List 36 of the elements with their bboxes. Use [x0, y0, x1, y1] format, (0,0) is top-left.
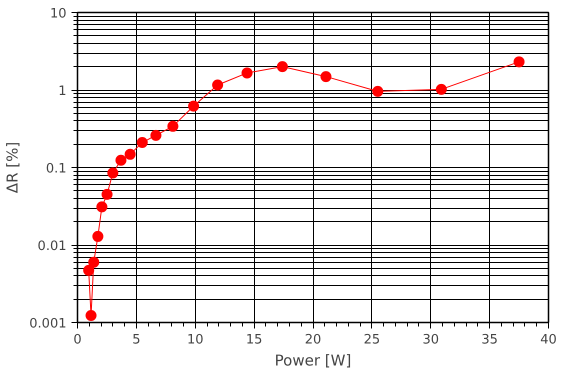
y-tick-label: 0.01: [38, 239, 67, 254]
point: [136, 137, 148, 148]
point: [212, 80, 224, 90]
x-tick-label: 5: [132, 332, 141, 348]
y-tick-label: 1: [58, 84, 67, 99]
point: [188, 100, 200, 112]
point: [514, 56, 525, 68]
point: [167, 120, 178, 132]
point: [150, 130, 162, 141]
point: [242, 67, 253, 78]
point: [115, 154, 126, 166]
y-tick-label: 10: [50, 6, 67, 22]
y-axis-title: ΔR [%]: [3, 142, 22, 194]
x-tick-label: 25: [364, 332, 380, 348]
x-tick-label: 10: [186, 332, 204, 348]
point: [83, 264, 94, 276]
point: [320, 71, 332, 82]
point: [92, 230, 104, 242]
point: [102, 188, 113, 200]
x-tick-label: 20: [304, 332, 322, 348]
point: [372, 86, 384, 97]
x-tick-label: 35: [481, 332, 498, 348]
y-tick-label: 0.1: [46, 162, 67, 176]
x-tick-label: 15: [246, 332, 262, 348]
point: [96, 201, 108, 212]
x-axis-title: Power [W]: [274, 352, 352, 370]
x-tick-label: 0: [73, 332, 82, 348]
y-tick-label: 0.001: [29, 316, 66, 332]
point: [276, 61, 288, 72]
point: [107, 167, 118, 178]
point: [86, 310, 97, 322]
point: [124, 148, 136, 160]
x-tick-label: 40: [540, 332, 557, 348]
x-tick-label: 30: [422, 332, 440, 348]
point: [88, 256, 100, 268]
point: [436, 84, 447, 95]
